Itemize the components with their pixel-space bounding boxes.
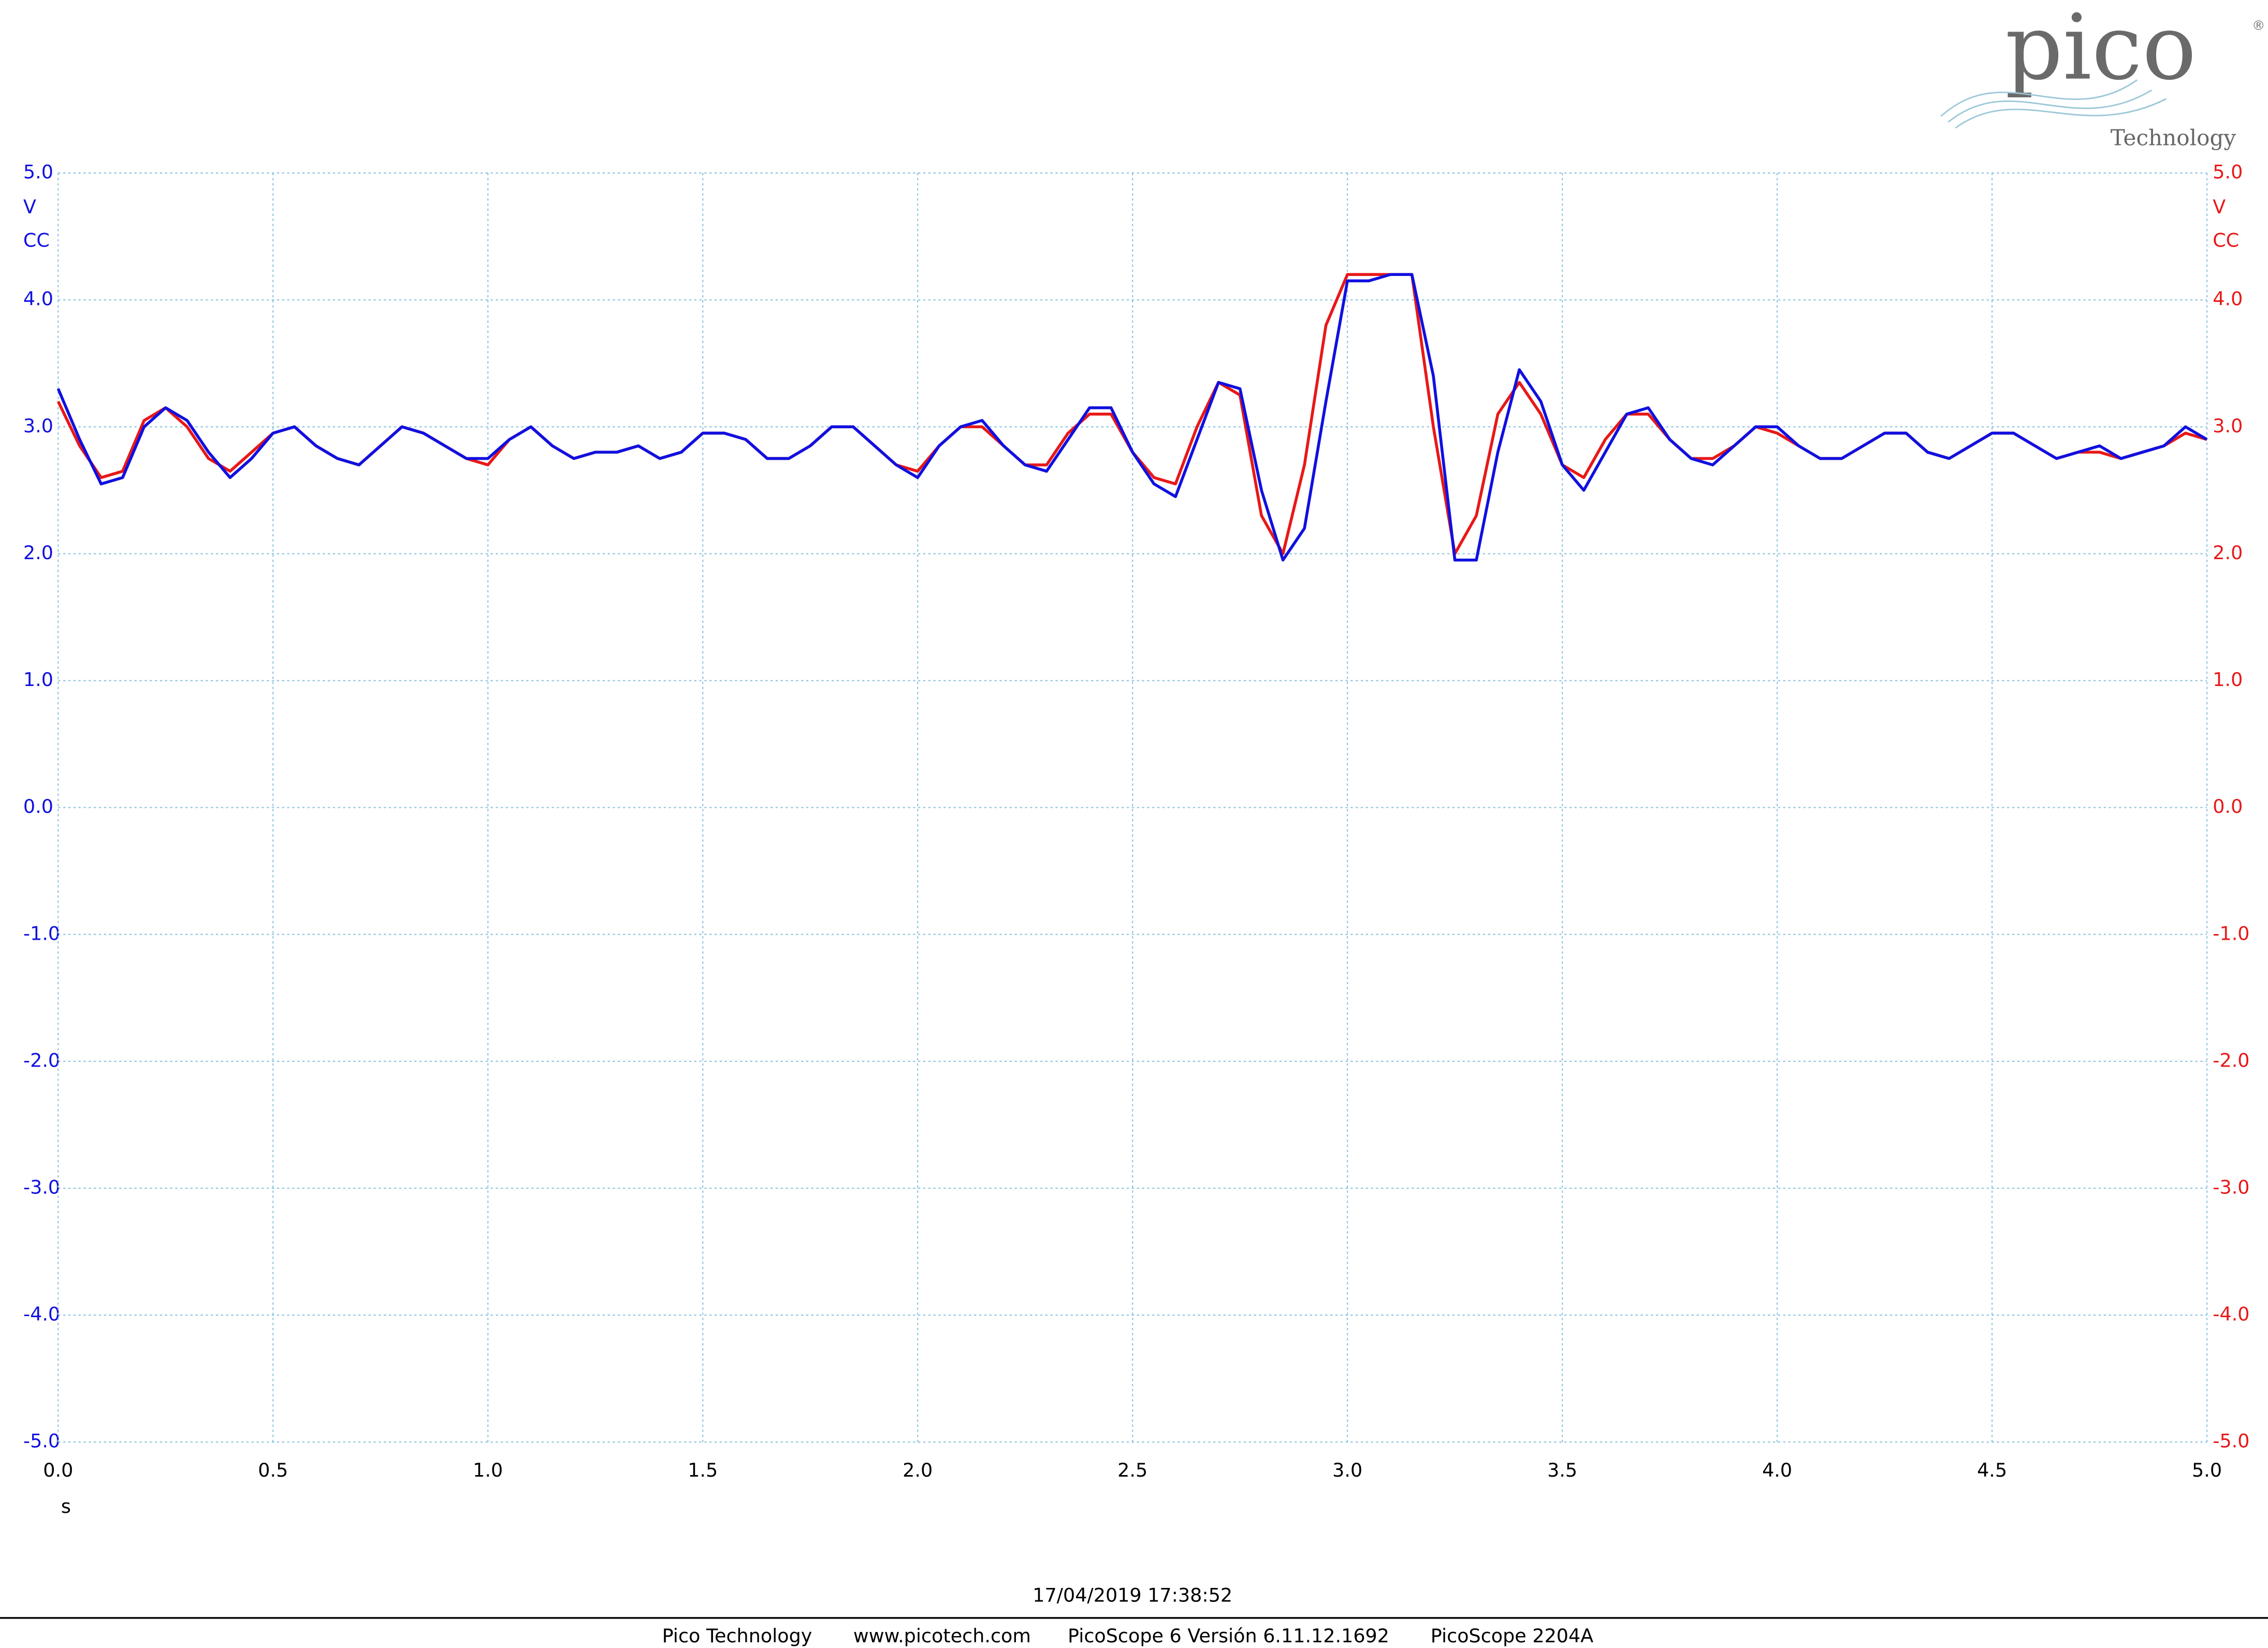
y-tick-label: 3.0: [23, 415, 53, 437]
series-line: [56, 273, 2208, 562]
logo-mark: ®: [2252, 18, 2265, 33]
x-tick-label: 2.5: [1117, 1459, 1147, 1481]
x-tick-label: 3.5: [1547, 1459, 1577, 1481]
x-tick-label: 2.0: [903, 1459, 933, 1481]
y2-tick-label: 4.0: [2213, 288, 2243, 310]
y2-tick-label: 3.0: [2213, 415, 2243, 437]
y-tick-label: 0.0: [23, 795, 53, 818]
y-tick-label: 2.0: [23, 542, 53, 564]
x-tick-label: 0.5: [258, 1459, 288, 1481]
y-tick-label: -3.0: [23, 1176, 60, 1199]
y-tick-label: -2.0: [23, 1049, 60, 1071]
y-coupling: CC: [23, 229, 50, 252]
x-axis-label: s: [61, 1495, 71, 1518]
y2-tick-label: 1.0: [2213, 668, 2243, 691]
y-tick-label: 1.0: [23, 668, 53, 691]
footer-text: PicoScope 6 Versión 6.11.12.1692: [1068, 1625, 1389, 1647]
y-tick-label: -1.0: [23, 922, 60, 944]
x-tick-label: 0.0: [43, 1459, 73, 1481]
y-unit: V: [23, 196, 36, 218]
logo-tagline: Technology: [2111, 125, 2236, 151]
x-tick-label: 1.5: [688, 1459, 718, 1481]
x-tick-label: 4.5: [1977, 1459, 2007, 1481]
y-tick-label: 5.0: [23, 161, 53, 183]
logo-name: pico: [2005, 0, 2196, 100]
footer-text: www.picotech.com: [853, 1625, 1031, 1647]
y2-tick-label: 5.0: [2213, 161, 2243, 183]
x-tick-label: 5.0: [2192, 1459, 2222, 1481]
y2-coupling: CC: [2213, 229, 2239, 252]
y2-tick-label: 2.0: [2213, 542, 2243, 564]
y2-unit: V: [2213, 196, 2226, 218]
footer-text: PicoScope 2204A: [1431, 1625, 1593, 1647]
y2-tick-label: -2.0: [2213, 1049, 2249, 1071]
x-tick-label: 4.0: [1762, 1459, 1792, 1481]
y-tick-label: 4.0: [23, 288, 53, 310]
footer-text: Pico Technology: [662, 1625, 812, 1647]
y2-tick-label: 0.0: [2213, 795, 2243, 818]
y2-tick-label: -4.0: [2213, 1303, 2249, 1325]
logo-swoosh: [1940, 79, 2167, 129]
y2-tick-label: -1.0: [2213, 922, 2249, 944]
x-tick-label: 1.0: [473, 1459, 503, 1481]
y2-tick-label: -3.0: [2213, 1176, 2249, 1199]
logo: pico ® Technology: [1940, 0, 2265, 151]
y-tick-label: -4.0: [23, 1303, 60, 1325]
timestamp: 17/04/2019 17:38:52: [1033, 1584, 1232, 1606]
y-tick-label: -5.0: [23, 1430, 60, 1452]
x-tick-label: 3.0: [1332, 1459, 1362, 1481]
y2-tick-label: -5.0: [2213, 1430, 2249, 1452]
